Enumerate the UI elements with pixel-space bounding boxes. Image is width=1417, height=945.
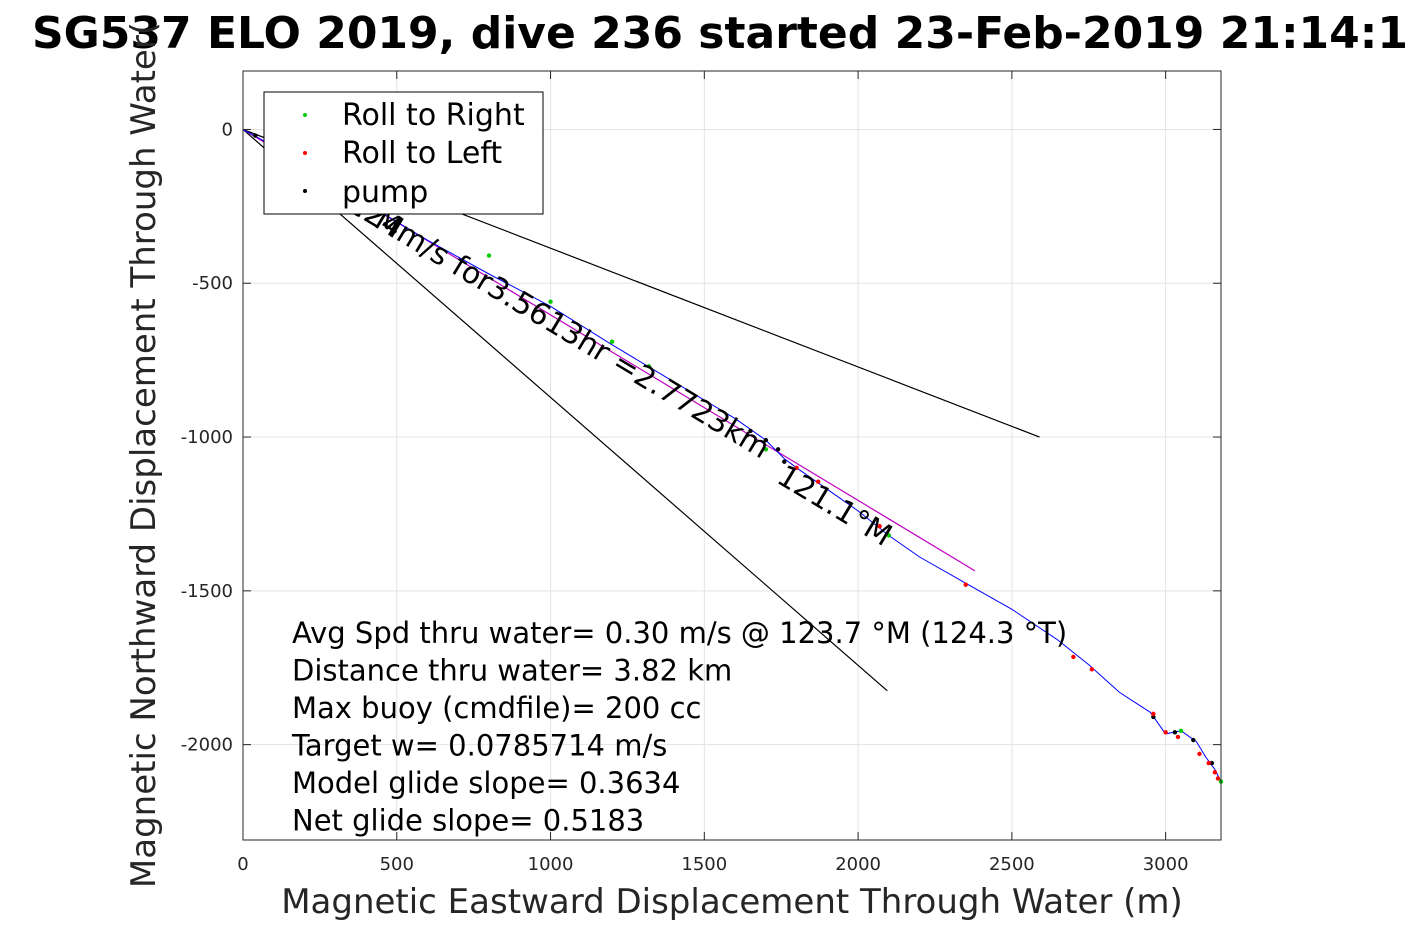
roll-left-point — [1089, 667, 1095, 672]
stats-line: Model glide slope= 0.3634 — [292, 766, 680, 800]
track-line — [242, 128, 1222, 782]
roll-left-point — [1163, 730, 1168, 735]
chart-title: SG537 ELO 2019, dive 236 started 23-Feb-… — [32, 8, 1408, 59]
x-tick-label: 1000 — [528, 854, 574, 875]
roll-left-point — [1151, 711, 1156, 717]
roll-left-point — [963, 582, 968, 587]
roll-left-point — [877, 524, 882, 529]
pump-point — [748, 428, 753, 434]
x-tick-label: 500 — [380, 854, 414, 875]
legend-box — [263, 91, 544, 215]
roll-left-point — [1197, 751, 1202, 757]
x-tick-label: 0 — [237, 854, 248, 875]
y-axis-label: Magnetic Northward Displacement Through … — [124, 22, 164, 888]
stats-annotations: Avg Spd thru water= 0.30 m/s @ 123.7 °M … — [291, 616, 1067, 838]
pump-point — [253, 133, 258, 138]
pump-point — [775, 447, 781, 452]
roll-right-point — [548, 299, 553, 304]
roll-right-point — [609, 339, 615, 344]
pump-point — [1151, 714, 1156, 720]
roll-right-point — [486, 253, 492, 258]
roll-right-point — [646, 364, 652, 369]
stats-line: Net glide slope= 0.5183 — [292, 804, 644, 838]
pump-point — [782, 459, 787, 464]
stats-line: Max buoy (cmdfile)= 200 cc — [292, 691, 701, 725]
cone-line — [242, 128, 888, 692]
pump-point — [763, 437, 769, 443]
pump-point — [1191, 737, 1196, 743]
stats-line: Target w= 0.0785714 m/s — [291, 729, 667, 763]
roll-left-point — [1212, 770, 1218, 775]
roll-left-point — [794, 465, 799, 471]
x-tick-label: 1500 — [681, 854, 727, 875]
y-tick-label: -2000 — [181, 735, 233, 756]
roll-right-point — [1178, 728, 1184, 734]
roll-left-point — [1175, 734, 1181, 740]
pump-point — [1209, 760, 1214, 766]
x-tick-label: 2500 — [989, 854, 1035, 875]
legend-marker-pump — [303, 189, 307, 193]
roll-left-point — [1071, 654, 1076, 660]
y-tick-label: 0 — [222, 119, 233, 140]
roll-left-point — [1206, 760, 1211, 766]
roll-right-point — [886, 533, 892, 538]
legend: Roll to Right Roll to Left pump — [263, 91, 544, 215]
plot-frame — [242, 70, 1222, 841]
legend-marker-roll-left — [303, 151, 307, 155]
legend-label-roll-right: Roll to Right — [342, 98, 525, 133]
legend-label-roll-left: Roll to Left — [342, 136, 502, 171]
y-tick-label: -1500 — [181, 581, 233, 602]
legend-marker-roll-right — [303, 113, 307, 117]
legend-label-pump: pump — [342, 175, 428, 210]
y-tick-label: -500 — [192, 273, 233, 294]
stats-line: Avg Spd thru water= 0.30 m/s @ 123.7 °M … — [292, 616, 1067, 650]
stats-line: Distance thru water= 3.82 km — [292, 654, 732, 688]
y-tick-label: -1000 — [181, 427, 233, 448]
x-axis-label: Magnetic Eastward Displacement Through W… — [281, 882, 1183, 922]
axis-ticks: 0 500 1000 1500 2000 2500 3000 0 -500 -1000 -1500 -… — [181, 71, 1221, 875]
roll-left-point — [815, 479, 821, 484]
roll-right-point — [763, 447, 769, 452]
x-tick-label: 3000 — [1143, 854, 1189, 875]
x-tick-label: 2000 — [835, 854, 881, 875]
roll-left-point — [1215, 776, 1221, 781]
pump-point — [1172, 730, 1178, 735]
